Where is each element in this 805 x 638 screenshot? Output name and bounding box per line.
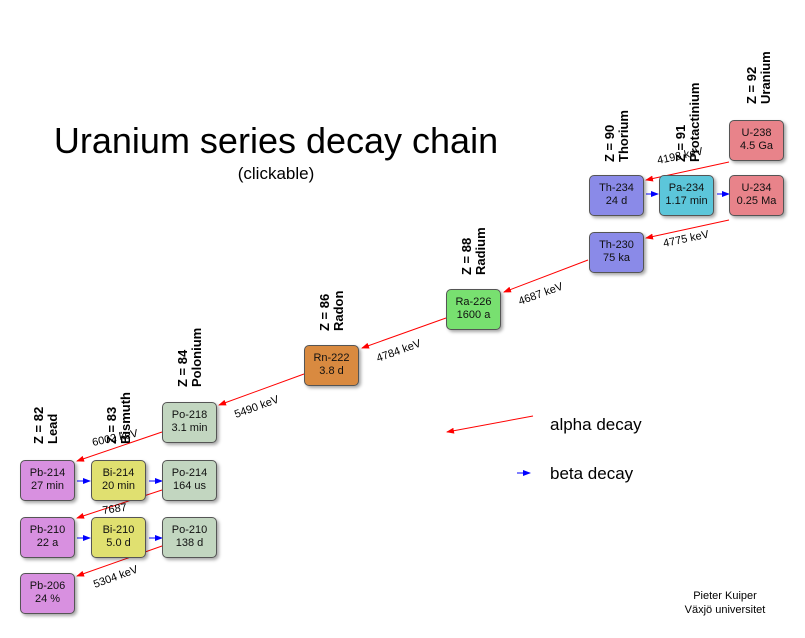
credit-author: Pieter Kuiper — [693, 590, 757, 602]
nuclide-pb206[interactable]: Pb-206 24 % — [20, 573, 75, 614]
nuclide-halflife: 22 a — [36, 537, 59, 549]
nuclide-ra226[interactable]: Ra-226 1600 a — [446, 289, 501, 330]
alpha-arrow-th230 — [503, 259, 589, 293]
nuclide-halflife: 4.5 Ga — [739, 140, 774, 152]
nuclide-halflife: 3.8 d — [319, 365, 344, 377]
nuclide-th234[interactable]: Th-234 24 d — [589, 175, 644, 216]
alpha-arrow-u234 — [645, 219, 730, 240]
nuclide-u234[interactable]: U-234 0.25 Ma — [729, 175, 784, 216]
energy-label: 4775 keV — [662, 228, 711, 250]
nuclide-halflife: 27 min — [30, 480, 65, 492]
nuclide-name: U-238 — [741, 127, 772, 139]
nuclide-halflife: 5.0 d — [106, 537, 131, 549]
nuclide-halflife: 0.25 Ma — [736, 195, 777, 207]
nuclide-name: Pa-234 — [668, 182, 705, 194]
nuclide-name: Th-234 — [599, 182, 634, 194]
nuclide-halflife: 138 d — [175, 537, 204, 549]
nuclide-halflife: 3.1 min — [171, 422, 208, 434]
diagram-subtitle: (clickable) — [237, 164, 315, 183]
nuclide-name: Rn-222 — [313, 352, 350, 364]
nuclide-name: Pb-210 — [29, 524, 66, 536]
credit-affiliation: Växjö universitet — [684, 604, 766, 616]
alpha-arrow-ra226 — [361, 317, 447, 349]
alpha-arrow-rn222 — [218, 373, 305, 406]
nuclide-halflife: 75 ka — [603, 252, 630, 264]
nuclide-halflife: 24 d — [605, 195, 628, 207]
nuclide-po218[interactable]: Po-218 3.1 min — [162, 402, 217, 443]
nuclide-th230[interactable]: Th-230 75 ka — [589, 232, 644, 273]
credit: Pieter Kuiper Växjö universitet — [660, 589, 790, 617]
energy-label: 7687 — [102, 502, 128, 517]
legend-beta-label: beta decay — [550, 464, 634, 483]
nuclide-bi210[interactable]: Bi-210 5.0 d — [91, 517, 146, 558]
nuclide-name: Pb-214 — [29, 467, 66, 479]
nuclide-name: Po-218 — [171, 409, 208, 421]
nuclide-halflife: 164 us — [172, 480, 207, 492]
nuclide-halflife: 24 % — [34, 593, 61, 605]
energy-label: 5304 keV — [92, 563, 140, 590]
alpha-arrow-po210 — [76, 545, 163, 577]
nuclide-name: Bi-210 — [102, 524, 135, 536]
nuclide-name: Pb-206 — [29, 580, 66, 592]
nuclide-name: Bi-214 — [102, 467, 135, 479]
energy-label: 6002 keV — [91, 427, 140, 449]
nuclide-name: Po-210 — [171, 524, 208, 536]
nuclide-halflife: 1600 a — [456, 309, 491, 321]
nuclide-pb214[interactable]: Pb-214 27 min — [20, 460, 75, 501]
energy-label: 4784 keV — [375, 337, 423, 364]
nuclide-halflife: 20 min — [101, 480, 136, 492]
nuclide-name: Th-230 — [599, 239, 634, 251]
legend-alpha-arrow — [446, 415, 534, 434]
alpha-arrow-po214 — [76, 489, 163, 519]
nuclide-rn222[interactable]: Rn-222 3.8 d — [304, 345, 359, 386]
nuclide-halflife: 1.17 min — [665, 195, 708, 207]
alpha-arrow-po218 — [76, 431, 163, 462]
nuclide-pa234[interactable]: Pa-234 1.17 min — [659, 175, 714, 216]
nuclide-name: Po-214 — [171, 467, 208, 479]
nuclide-name: Ra-226 — [455, 296, 492, 308]
nuclide-po214[interactable]: Po-214 164 us — [162, 460, 217, 501]
nuclide-po210[interactable]: Po-210 138 d — [162, 517, 217, 558]
energy-label: 4198 keV — [656, 145, 705, 167]
legend-alpha-label: alpha decay — [550, 415, 642, 434]
diagram-title: Uranium series decay chain — [53, 120, 499, 161]
nuclide-u238[interactable]: U-238 4.5 Ga — [729, 120, 784, 161]
nuclide-pb210[interactable]: Pb-210 22 a — [20, 517, 75, 558]
nuclide-bi214[interactable]: Bi-214 20 min — [91, 460, 146, 501]
nuclide-name: U-234 — [741, 182, 772, 194]
